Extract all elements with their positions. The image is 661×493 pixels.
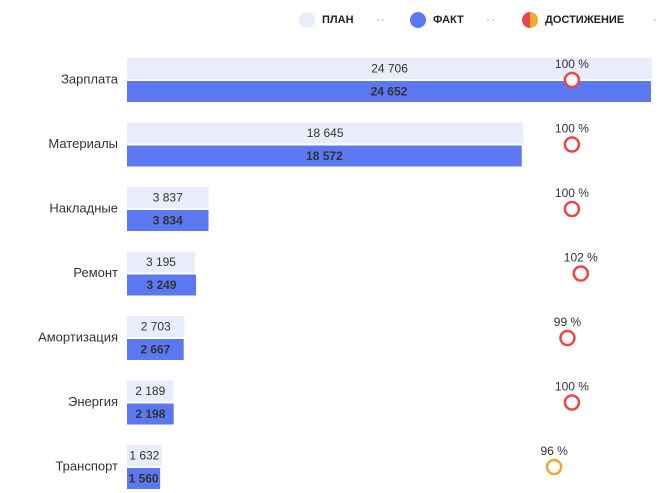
category-label: Зарплата xyxy=(61,71,119,86)
category-label: Ремонт xyxy=(73,265,118,280)
value-label: 24 652 xyxy=(371,85,408,99)
value-label: 3 249 xyxy=(147,278,177,292)
achievement-marker xyxy=(563,71,581,89)
value-label: 2 198 xyxy=(135,407,165,421)
achievement-label: 100 % xyxy=(555,57,589,71)
achievement-marker xyxy=(559,329,576,347)
achievement-label: 100 % xyxy=(555,186,589,200)
category-label: Амортизация xyxy=(38,329,118,344)
category-label: Транспорт xyxy=(55,458,118,473)
bar xyxy=(127,210,209,231)
bar xyxy=(127,122,524,144)
value-label: 18 572 xyxy=(306,149,343,163)
bar xyxy=(127,339,184,360)
value-label: 18 645 xyxy=(307,126,344,140)
achievement-marker xyxy=(572,265,590,282)
bar xyxy=(127,58,653,79)
value-label: 1 632 xyxy=(129,449,159,463)
legend-marker xyxy=(410,12,426,28)
bar xyxy=(127,251,195,273)
legend-label: ДОСТИЖЕНИЕ xyxy=(545,14,624,26)
legend-marker xyxy=(299,12,315,28)
bar xyxy=(127,316,185,337)
value-label: 3 834 xyxy=(153,214,183,228)
category-label: Энергия xyxy=(68,394,118,409)
achievement-label: 99 % xyxy=(554,315,582,329)
achievement-marker xyxy=(545,458,563,476)
value-label: 3 837 xyxy=(153,191,183,205)
bar xyxy=(127,187,209,208)
achievement-marker xyxy=(563,136,581,153)
value-label: 2 189 xyxy=(135,384,165,398)
legend-marker xyxy=(530,12,538,28)
legend-dots xyxy=(377,19,656,21)
bar xyxy=(127,445,162,466)
achievement-label: 100 % xyxy=(555,380,589,394)
achievement-label: 100 % xyxy=(555,122,589,136)
value-label: 24 706 xyxy=(371,62,408,76)
bar xyxy=(127,145,522,167)
category-label: Накладные xyxy=(49,200,118,215)
legend-label: ФАКТ xyxy=(433,14,464,26)
legend-label: ПЛАН xyxy=(322,14,354,26)
bar xyxy=(127,380,174,402)
legend-marker xyxy=(522,12,530,28)
bar xyxy=(127,274,197,296)
bar xyxy=(127,81,651,102)
category-label: Материалы xyxy=(48,136,118,151)
value-label: 1 560 xyxy=(129,472,159,486)
achievement-marker xyxy=(563,394,581,411)
value-label: 2 667 xyxy=(140,343,170,357)
bar xyxy=(127,468,161,489)
value-label: 3 195 xyxy=(146,255,176,269)
bar xyxy=(127,403,174,425)
achievement-marker xyxy=(563,200,581,218)
value-label: 2 703 xyxy=(141,320,171,334)
achievement-label: 102 % xyxy=(564,251,598,265)
achievement-label: 96 % xyxy=(540,444,568,458)
